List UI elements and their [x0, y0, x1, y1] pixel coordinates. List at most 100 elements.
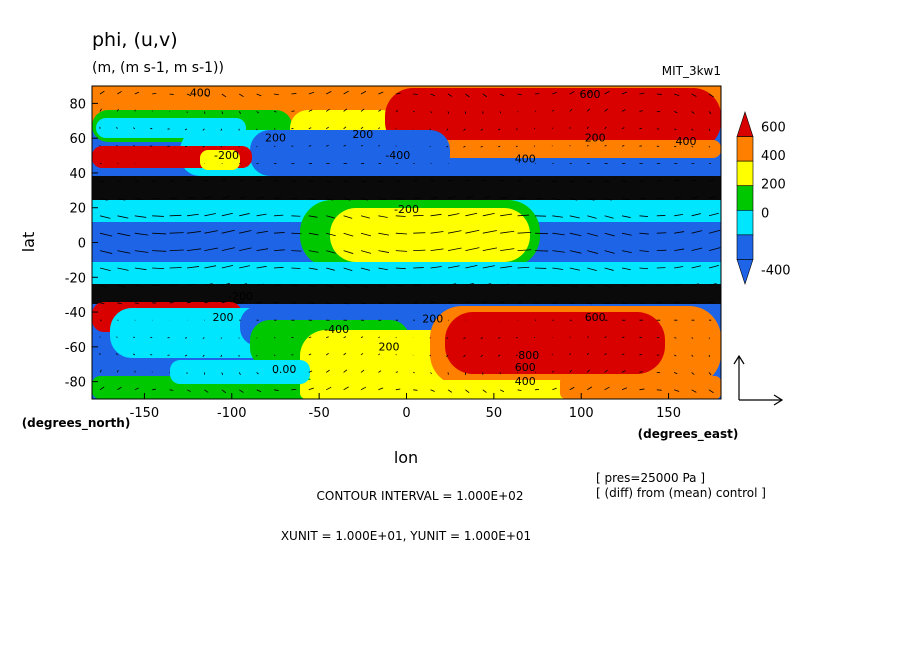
wind-vector — [516, 129, 518, 130]
wind-vector — [431, 180, 435, 181]
wind-vector — [274, 129, 275, 130]
colorbar-label: -400 — [761, 264, 791, 279]
wind-vector — [413, 390, 417, 391]
y-tick-label: 60 — [69, 132, 86, 147]
contour-label: 400 — [515, 375, 536, 388]
wind-vector — [396, 128, 397, 129]
wind-vector — [170, 267, 182, 268]
wind-vector — [135, 110, 136, 112]
contour-label: -200 — [228, 290, 253, 303]
contour-label: 600 — [579, 88, 600, 101]
wind-vector — [518, 198, 526, 199]
colorbar: 600 400 200 0 -400 — [737, 112, 791, 284]
wind-vector — [257, 146, 258, 147]
wind-vector — [570, 337, 571, 338]
wind-vector — [639, 128, 642, 129]
wind-vector — [639, 198, 646, 199]
y-tick-label: 20 — [69, 202, 86, 217]
y-tick-label: -20 — [65, 271, 86, 286]
field-region-black — [92, 176, 721, 200]
y-axis-label: lat — [19, 232, 38, 253]
colorbar-band — [737, 210, 753, 235]
wind-vector — [204, 111, 205, 113]
wind-vector — [674, 180, 679, 181]
x-tick-label: 0 — [402, 406, 410, 421]
y-tick-label: 80 — [69, 97, 86, 112]
chart-subtitle: (m, (m s-1, m s-1)) — [92, 60, 224, 76]
wind-vector — [518, 111, 519, 112]
contour-label: 400 — [676, 135, 697, 148]
contour-label: 800 — [518, 349, 539, 362]
y-tick-label: -60 — [65, 341, 86, 356]
wind-vector — [430, 146, 431, 147]
contour-label: -200 — [394, 203, 419, 216]
wind-vector — [170, 215, 182, 216]
wind-vector — [518, 285, 526, 286]
colorbar-band — [737, 161, 753, 186]
wind-vector — [309, 337, 311, 338]
wind-vector — [552, 181, 556, 182]
wind-vector — [413, 250, 425, 251]
wind-vector — [257, 129, 258, 130]
wind-vector — [257, 355, 258, 356]
wind-vector — [291, 233, 301, 234]
wind-vector — [257, 338, 258, 339]
x-tick-label: -50 — [309, 406, 330, 421]
wind-vector — [396, 285, 404, 286]
pres-annotation: [ pres=25000 Pa ] — [596, 471, 705, 485]
colorbar-band — [737, 137, 753, 162]
x-units-label: (degrees_east) — [638, 427, 739, 442]
x-tick-label: 150 — [656, 406, 681, 421]
x-tick-label: -100 — [217, 406, 247, 421]
model-label: MIT_3kw1 — [662, 64, 721, 78]
wind-vector — [674, 338, 676, 339]
colorbar-label: 600 — [761, 120, 786, 135]
colorbar-band — [737, 186, 753, 211]
wind-vector — [291, 251, 301, 252]
field-region-orange — [560, 376, 721, 399]
field-region-black — [92, 284, 721, 304]
field-region-cyan — [92, 262, 721, 284]
contour-label: 200 — [379, 340, 400, 353]
wind-vector — [430, 338, 431, 339]
contour-label: 200 — [422, 312, 443, 325]
colorbar-band — [737, 235, 753, 260]
diff-annotation: [ (diff) from (mean) control ] — [596, 486, 766, 500]
y-tick-label: 0 — [78, 237, 86, 252]
contour-label: 400 — [190, 86, 211, 99]
wind-vector — [413, 233, 425, 234]
wind-vector — [291, 389, 296, 390]
wind-vector — [413, 94, 417, 95]
colorbar-label: 400 — [761, 149, 786, 164]
y-tick-label: -80 — [65, 376, 86, 391]
colorbar-band — [737, 112, 753, 137]
wind-vector — [396, 354, 397, 355]
x-tick-label: 50 — [486, 406, 503, 421]
contour-label: 600 — [585, 311, 606, 324]
x-tick-label: -150 — [130, 406, 160, 421]
contour-label: 200 — [585, 132, 606, 145]
wind-vector — [570, 127, 571, 129]
contour-label: 0.00 — [272, 363, 297, 376]
x-axis-label: lon — [394, 448, 418, 467]
contour-label: 200 — [352, 128, 373, 141]
contour-label: 200 — [213, 311, 234, 324]
y-tick-label: 40 — [69, 167, 86, 182]
contour-label: -400 — [324, 323, 349, 336]
contour-label: 200 — [265, 132, 286, 145]
vector-units: XUNIT = 1.000E+01, YUNIT = 1.000E+01 — [281, 529, 531, 543]
field-region-red — [445, 312, 665, 374]
contour-label: 600 — [515, 361, 536, 374]
y-units-label: (degrees_north) — [22, 416, 131, 431]
reference-vector — [734, 356, 782, 405]
wind-vector — [396, 198, 403, 199]
colorbar-label: 0 — [761, 206, 769, 221]
wind-vector — [639, 354, 642, 355]
wind-vector — [291, 93, 296, 94]
contour-label: -200 — [214, 149, 239, 162]
wind-vector — [274, 285, 281, 286]
chart-title: phi, (u,v) — [92, 29, 178, 51]
colorbar-label: 200 — [761, 178, 786, 193]
